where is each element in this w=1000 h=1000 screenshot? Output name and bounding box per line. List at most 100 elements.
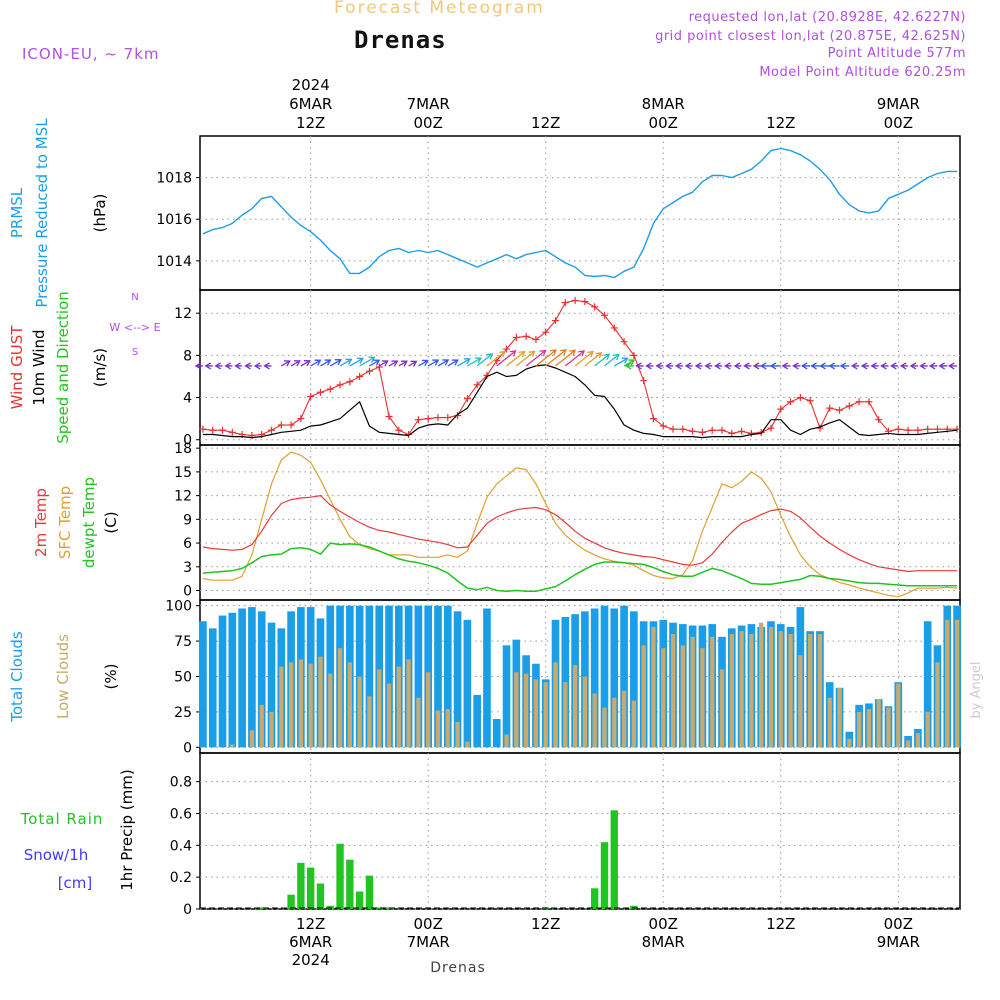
low-cloud-bar bbox=[337, 648, 343, 748]
bottom-axis-year: 2024 bbox=[292, 951, 330, 969]
wind-arrow bbox=[564, 350, 586, 367]
total-cloud-bar bbox=[453, 611, 462, 748]
wind-arrow bbox=[665, 362, 674, 370]
total-cloud-bar bbox=[610, 608, 619, 748]
top-axis-date: 6MAR bbox=[289, 95, 332, 113]
low-cloud-bar bbox=[905, 740, 911, 748]
y-label-low-clouds: Low Clouds bbox=[54, 634, 72, 719]
low-cloud-bar bbox=[347, 662, 352, 748]
low-cloud-bar bbox=[954, 619, 960, 748]
low-cloud-bar bbox=[357, 676, 362, 748]
panel-pressure: 1014 1016 1018 PRMSL Pressure Reduced to MSL… bbox=[8, 118, 961, 308]
y-tick-label: 1018 bbox=[156, 171, 192, 187]
wind-arrow bbox=[704, 362, 713, 370]
wind-arrow bbox=[919, 362, 928, 370]
wind-arrow bbox=[388, 360, 399, 367]
low-cloud-bar bbox=[710, 636, 715, 748]
pressure-line bbox=[202, 147, 958, 279]
low-cloud-bar bbox=[876, 699, 881, 748]
wind-arrow bbox=[378, 360, 389, 367]
panel-precip: 0 0.2 0.4 0.6 0.8 Total Rain Snow/1h [cm] 1hr Pr… bbox=[20, 752, 961, 918]
y-tick-label: 75 bbox=[174, 634, 192, 650]
gust-marker bbox=[385, 413, 393, 421]
low-cloud-bar bbox=[269, 711, 274, 748]
requested-coords: requested lon,lat (20.8928E, 42.6227N) bbox=[688, 10, 966, 25]
total-cloud-bar bbox=[228, 612, 237, 748]
gust-marker bbox=[649, 415, 657, 423]
wind-arrow bbox=[525, 349, 547, 367]
gust-marker bbox=[424, 415, 432, 423]
low-cloud-bar bbox=[768, 626, 774, 748]
low-cloud-bar bbox=[866, 709, 872, 748]
low-cloud-bar bbox=[896, 683, 901, 748]
gust-marker bbox=[679, 425, 687, 433]
bottom-axis-hour: 12Z bbox=[766, 915, 795, 933]
gust-marker bbox=[806, 397, 814, 405]
total-cloud-bar bbox=[923, 621, 932, 748]
wind-arrow bbox=[555, 349, 577, 367]
wind-arrow bbox=[890, 362, 899, 370]
wind-arrow bbox=[349, 357, 364, 367]
gust-marker bbox=[454, 411, 462, 419]
top-axis-date: 7MAR bbox=[407, 95, 450, 113]
gust-marker bbox=[503, 345, 511, 353]
y-tick-label: 25 bbox=[174, 705, 192, 721]
total-cloud-bar bbox=[463, 619, 472, 748]
total-cloud-bar bbox=[473, 694, 481, 748]
y-tick-label: 0.4 bbox=[170, 838, 192, 854]
low-cloud-bar bbox=[827, 697, 832, 748]
low-cloud-bar bbox=[612, 697, 617, 748]
y-tick-label: 0 bbox=[183, 740, 192, 756]
wind-arrow bbox=[759, 362, 771, 370]
bottom-axis-date: 9MAR bbox=[877, 933, 920, 951]
wind-arrow bbox=[880, 362, 889, 370]
low-cloud-bar bbox=[386, 683, 392, 748]
total-cloud-bar bbox=[385, 605, 393, 748]
gust-marker bbox=[640, 377, 648, 385]
gust-marker bbox=[444, 414, 452, 422]
y-tick-label: 100 bbox=[165, 599, 192, 615]
total-cloud-bar bbox=[434, 605, 442, 748]
low-cloud-bar bbox=[396, 666, 401, 748]
gust-marker bbox=[434, 414, 442, 422]
low-cloud-bar bbox=[641, 645, 646, 748]
gust-marker bbox=[836, 406, 844, 414]
gust-marker bbox=[307, 392, 315, 400]
wind-arrow bbox=[819, 362, 830, 370]
wind-arrow bbox=[457, 358, 471, 367]
y-tick-label: 6 bbox=[183, 536, 192, 552]
wind-arrow bbox=[810, 362, 820, 370]
y-label-sfc-temp: SFC Temp bbox=[56, 486, 74, 559]
wind-arrow bbox=[635, 362, 644, 370]
gust-marker bbox=[708, 426, 716, 434]
total-cloud-bar bbox=[199, 621, 207, 748]
compass-west-east: W <--> E bbox=[109, 321, 160, 334]
wind-arrow bbox=[733, 362, 742, 370]
y-label-snow: Snow/1h bbox=[24, 846, 89, 864]
wind-arrow bbox=[613, 357, 629, 367]
y-label-pressure: Pressure Reduced to MSL bbox=[33, 118, 51, 308]
wind-arrow bbox=[339, 358, 353, 367]
gust-marker bbox=[610, 324, 618, 332]
top-axis-hour: 12Z bbox=[531, 114, 560, 132]
compass-north: N bbox=[131, 292, 138, 303]
gust-marker bbox=[953, 425, 961, 433]
location-name: Drenas bbox=[354, 26, 447, 54]
wind-arrow bbox=[310, 359, 322, 367]
low-cloud-bar bbox=[621, 690, 627, 748]
panel-temperature: 0 3 6 9 12 15 18 2m Temp SFC Temp dewpt Temp (C) bbox=[32, 441, 961, 601]
rain-bar bbox=[630, 905, 638, 909]
bottom-axis-hour: 00Z bbox=[649, 915, 678, 933]
wind-arrow bbox=[290, 360, 301, 367]
low-cloud-bar bbox=[749, 634, 754, 748]
gust-marker bbox=[228, 428, 236, 436]
gust-marker bbox=[796, 394, 804, 402]
bottom-axis-hour: 00Z bbox=[884, 915, 913, 933]
gust-marker bbox=[297, 415, 305, 423]
low-cloud-bar bbox=[651, 626, 656, 748]
gust-marker bbox=[933, 425, 941, 433]
rain-bar bbox=[600, 842, 609, 909]
gust-marker bbox=[620, 338, 628, 346]
low-cloud-bar bbox=[700, 648, 705, 748]
